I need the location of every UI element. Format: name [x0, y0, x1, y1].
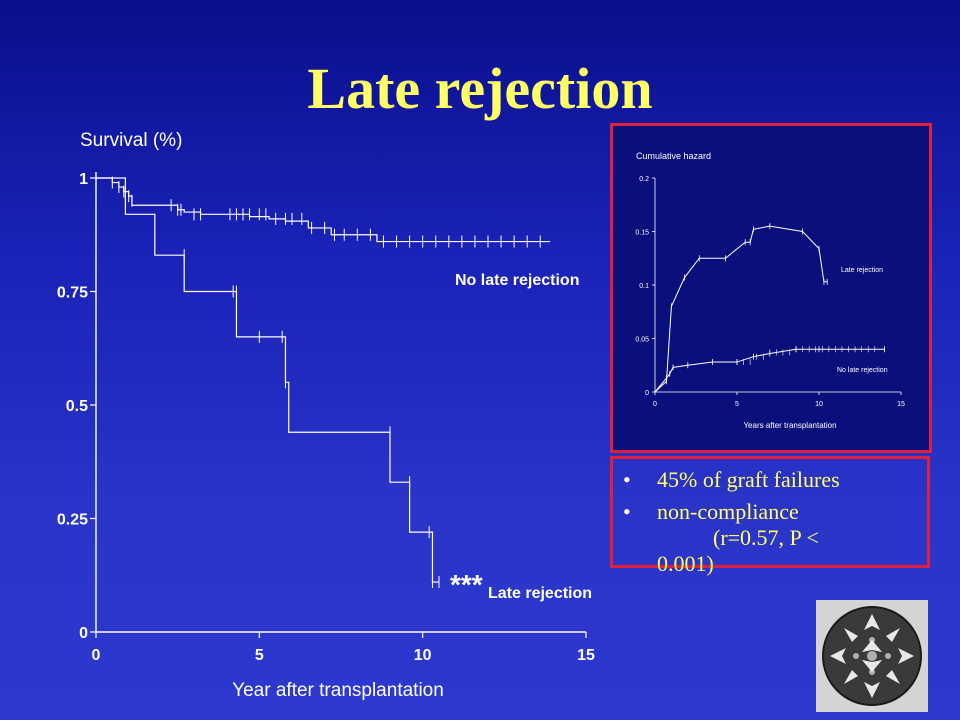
escher-image — [816, 600, 928, 712]
series-late-rejection — [96, 177, 439, 583]
y-tick-label: 0 — [79, 625, 88, 642]
x-axis-label: Year after transplantation — [232, 680, 444, 701]
y-tick-label: 0.5 — [66, 398, 88, 415]
x-tick-label: 5 — [255, 647, 264, 664]
bullet-subtext-2: 0.001) — [657, 551, 714, 576]
y-tick-label: 0.75 — [57, 285, 88, 302]
inset-x-tick-label: 10 — [815, 401, 823, 408]
cumulative-hazard-chart: Cumulative hazard Years after transplanta… — [635, 151, 905, 430]
inset-label-late-rejection: Late rejection — [841, 267, 883, 274]
inset-y-axis-label: Cumulative hazard — [636, 151, 711, 161]
inset-y-tick-label: 0.15 — [635, 230, 649, 237]
label-late-rejection: Late rejection — [488, 585, 592, 602]
inset-series-late-rejection — [654, 225, 828, 393]
inset-x-axis-label: Years after transplantation — [743, 421, 836, 430]
y-tick-label: 1 — [79, 171, 88, 188]
y-tick-label: 0.25 — [57, 512, 88, 529]
bullet-text: 45% of graft failures — [657, 467, 840, 492]
inset-x-tick-label: 0 — [653, 401, 657, 408]
inset-y-tick-label: 0 — [645, 390, 649, 397]
x-tick-label: 0 — [92, 647, 101, 664]
slide-title: Late rejection — [307, 56, 653, 121]
significance-marker: *** — [450, 569, 483, 600]
inset-x-tick-label: 15 — [897, 401, 905, 408]
survival-chart: Survival (%)Year after transplantation00… — [0, 0, 600, 720]
x-tick-label: 15 — [577, 647, 595, 664]
bullet-subtext: (r=0.57, P < — [713, 525, 819, 550]
bullet-item-graft-failures: • 45% of graft failures — [623, 467, 927, 493]
bullet-icon: • — [623, 467, 631, 492]
inset-series-no-late-rejection — [654, 348, 885, 393]
series-no-late-rejection — [96, 177, 551, 243]
escher-circle-limit-icon — [816, 600, 928, 712]
inset-x-tick-label: 5 — [735, 401, 739, 408]
inset-y-tick-label: 0.05 — [635, 337, 649, 344]
inset-y-tick-label: 0.2 — [639, 176, 649, 183]
inset-label-no-late-rejection: No late rejection — [837, 367, 888, 374]
label-no-late-rejection: No late rejection — [455, 272, 579, 289]
cumulative-hazard-inset: Cumulative hazard Years after transplanta… — [610, 123, 932, 453]
bullet-icon: • — [623, 499, 631, 524]
y-axis-label: Survival (%) — [80, 130, 182, 151]
bullet-item-non-compliance: • non-compliance (r=0.57, P < 0.001) — [623, 499, 927, 577]
inset-y-tick-label: 0.1 — [639, 283, 649, 290]
bullet-text: non-compliance — [657, 499, 799, 524]
x-tick-label: 10 — [414, 647, 432, 664]
bullet-box: • 45% of graft failures • non-compliance… — [610, 456, 930, 576]
